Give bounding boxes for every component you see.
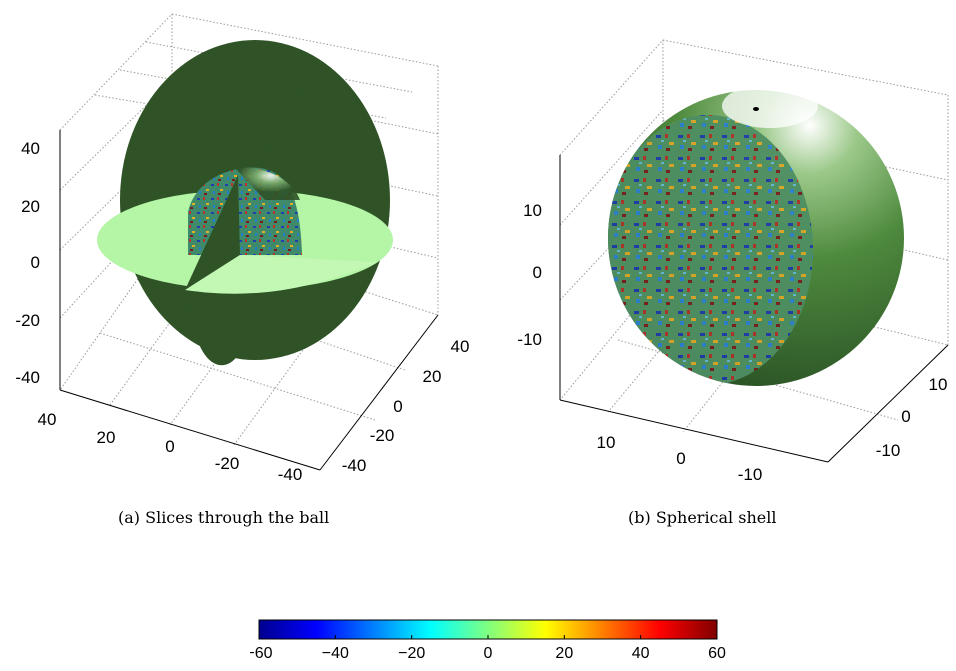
colorbar-tick-label: −20 bbox=[398, 645, 425, 662]
z-tick-label: -10 bbox=[517, 330, 542, 349]
panel-a-y-axis: 40 20 0 -20 -40 bbox=[342, 337, 470, 475]
z-tick-label: -40 bbox=[15, 368, 40, 387]
colorbar-tick-label: 60 bbox=[708, 645, 726, 662]
panel-b-z-axis: 10 0 -10 bbox=[517, 201, 542, 349]
y-tick-label: -20 bbox=[370, 426, 395, 445]
z-tick-label: 10 bbox=[523, 201, 542, 220]
x-tick-label: -10 bbox=[738, 465, 763, 484]
z-tick-label: 0 bbox=[533, 263, 542, 282]
panel-a-x-axis: 40 20 0 -20 -40 bbox=[38, 410, 303, 484]
colorbar-tick-label: 0 bbox=[484, 645, 493, 662]
ball-slices bbox=[97, 40, 393, 366]
x-tick-label: 0 bbox=[676, 449, 685, 468]
z-tick-label: 0 bbox=[31, 253, 40, 272]
panel-b-y-axis: 10 0 -10 bbox=[876, 375, 948, 460]
x-tick-label: -20 bbox=[215, 454, 240, 473]
y-tick-label: 40 bbox=[451, 337, 470, 356]
y-tick-label: 0 bbox=[393, 397, 402, 416]
z-tick-label: 20 bbox=[21, 197, 40, 216]
axes-edges bbox=[59, 130, 439, 471]
vertical-slice bbox=[185, 175, 240, 290]
colorbar-tick-label: 20 bbox=[555, 645, 573, 662]
x-tick-label: -40 bbox=[278, 465, 303, 484]
x-tick-label: 10 bbox=[597, 433, 616, 452]
panel-b-figure: 10 0 -10 10 0 -10 10 0 -10 bbox=[478, 0, 956, 500]
x-tick-label: 0 bbox=[165, 437, 174, 456]
y-tick-label: -40 bbox=[342, 456, 367, 475]
panel-a-z-axis: 40 20 0 -20 -40 bbox=[15, 139, 40, 387]
x-tick-label: 40 bbox=[38, 410, 57, 429]
panel-a-figure: 40 20 0 -20 -40 40 20 0 -20 -40 40 20 0 … bbox=[0, 0, 478, 500]
x-tick-label: 20 bbox=[97, 428, 116, 447]
colorbar-tick-label: 40 bbox=[632, 645, 650, 662]
z-tick-label: 40 bbox=[21, 139, 40, 158]
colorbar-tick-label: −60 bbox=[250, 645, 273, 662]
panel-b-plot: 10 0 -10 10 0 -10 10 0 -10 bbox=[517, 39, 949, 484]
y-tick-label: 20 bbox=[423, 367, 442, 386]
caption-b: (b) Spherical shell bbox=[628, 508, 777, 527]
colorbar-tick-label: −40 bbox=[322, 645, 349, 662]
caption-a: (a) Slices through the ball bbox=[118, 508, 330, 527]
y-tick-label: 0 bbox=[901, 407, 910, 426]
y-tick-label: -10 bbox=[876, 441, 901, 460]
colorbar: −60 −40 −20 0 20 40 60 bbox=[245, 618, 730, 666]
panel-a-plot: 40 20 0 -20 -40 40 20 0 -20 -40 40 20 0 … bbox=[15, 13, 470, 484]
axes-edges bbox=[559, 155, 949, 463]
z-tick-label: -20 bbox=[15, 311, 40, 330]
panel-b-x-axis: 10 0 -10 bbox=[597, 433, 763, 484]
colorbar-svg: −60 −40 −20 0 20 40 60 bbox=[245, 619, 726, 662]
spherical-shell bbox=[608, 84, 904, 386]
y-tick-label: 10 bbox=[929, 375, 948, 394]
